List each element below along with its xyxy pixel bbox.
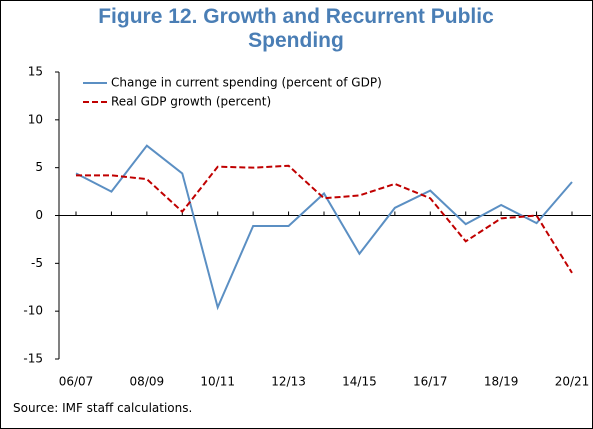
source-note: Source: IMF staff calculations.	[13, 401, 193, 415]
y-tick-label: -10	[23, 304, 43, 318]
y-tick-label: 0	[35, 208, 43, 222]
x-tick-label: 12/13	[271, 375, 306, 389]
y-tick-label: -15	[23, 352, 43, 366]
data-line	[75, 144, 573, 311]
y-tick-label: 15	[28, 65, 43, 79]
x-tick-label: 08/09	[130, 375, 165, 389]
x-tick-label: 10/11	[200, 375, 235, 389]
chart-title: Figure 12. Growth and Recurrent Public S…	[98, 5, 494, 52]
x-tick-label: 14/15	[342, 375, 377, 389]
data-line	[76, 164, 573, 274]
x-tick-label: 20/21	[555, 375, 590, 389]
x-tick-label: 16/17	[413, 375, 448, 389]
x-tick-label: 18/19	[484, 375, 519, 389]
y-tick-label: -5	[31, 256, 43, 270]
legend-label: Change in current spending (percent of G…	[111, 76, 382, 90]
y-tick-label: 10	[28, 112, 43, 126]
y-tick-label: 5	[35, 160, 43, 174]
legend-label: Real GDP growth (percent)	[111, 95, 271, 109]
x-tick-label: 06/07	[59, 375, 94, 389]
